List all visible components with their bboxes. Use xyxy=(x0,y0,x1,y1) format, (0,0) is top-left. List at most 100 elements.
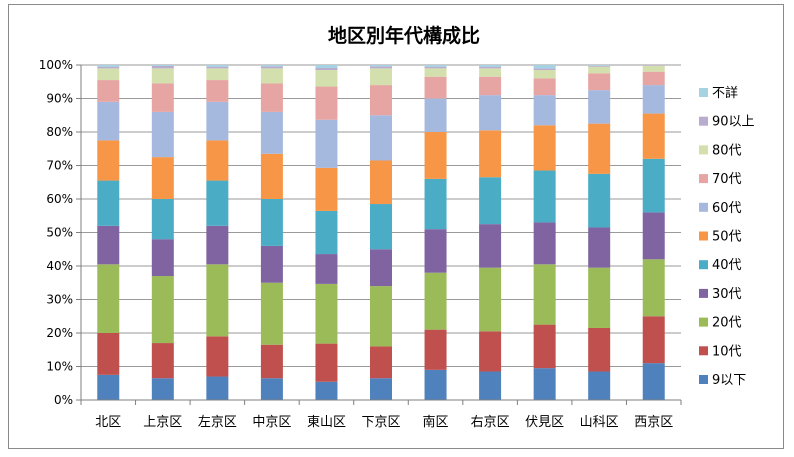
bars xyxy=(97,65,665,400)
bar-segment xyxy=(479,177,502,225)
bar-segment xyxy=(315,86,338,120)
bar-segment xyxy=(588,65,611,67)
bar-segment xyxy=(206,101,229,141)
legend-label: 50代 xyxy=(712,230,742,245)
y-tick-label: 90% xyxy=(46,92,73,106)
bar-segment xyxy=(370,85,392,116)
bar-segment xyxy=(642,259,665,317)
bar-segment xyxy=(370,204,392,250)
bar-segment xyxy=(424,329,447,370)
bar-segment xyxy=(479,224,502,268)
bar-segment xyxy=(642,71,665,86)
x-tick-label: 中京区 xyxy=(252,415,291,430)
bar-segment xyxy=(260,68,283,84)
bar-segment xyxy=(206,65,229,67)
bar-segment xyxy=(424,369,447,400)
y-tick-label: 80% xyxy=(46,125,73,139)
bar-segment xyxy=(97,225,120,265)
bar-segment xyxy=(479,331,502,372)
bar-segment xyxy=(533,95,556,126)
x-axis: 北区 上京区 左京区 中京区 東山区 下京区 南区 右京区 伏見区 山科区 西京区 xyxy=(80,399,682,430)
bar-segment xyxy=(151,276,174,344)
bar-segment xyxy=(588,267,611,328)
bar-segment xyxy=(424,272,447,330)
bar-segment xyxy=(206,376,229,400)
legend-swatch xyxy=(699,346,708,356)
bar-segment xyxy=(97,68,120,81)
bar-segment xyxy=(588,65,611,66)
bar-segment xyxy=(588,66,611,74)
x-tick-label: 東山区 xyxy=(307,414,346,430)
bar-segment xyxy=(370,66,392,69)
y-axis: 0% 10% 20% 30% 40% 50% 60% 70% 80% 90% 100% xyxy=(39,58,82,407)
x-tick-label: 伏見区 xyxy=(525,415,564,430)
legend-label: 90以上 xyxy=(712,115,755,130)
bar-segment xyxy=(97,101,120,141)
bar-segment xyxy=(315,381,338,400)
legend-swatch xyxy=(699,174,708,184)
bar-segment xyxy=(533,170,556,223)
bar-segment xyxy=(97,66,120,69)
bar-segment xyxy=(370,378,392,400)
bar-segment xyxy=(151,199,174,240)
bar-segment xyxy=(424,229,447,273)
bar-segment xyxy=(260,65,283,67)
bar-segment xyxy=(151,239,174,277)
bar-segment xyxy=(97,180,120,226)
x-tick-label: 北区 xyxy=(95,415,121,430)
bar-segment xyxy=(588,327,611,372)
bar-segment xyxy=(97,80,120,102)
bar-segment xyxy=(260,199,283,246)
bar-segment xyxy=(370,346,392,379)
bar-segment xyxy=(479,68,502,77)
legend-label: 40代 xyxy=(712,258,742,273)
bar-segment xyxy=(206,264,229,337)
bar-segment xyxy=(370,249,392,287)
legend-label: 不詳 xyxy=(712,85,738,101)
legend-swatch xyxy=(699,317,708,327)
bar-segment xyxy=(315,119,338,168)
y-tick-label: 0% xyxy=(54,393,73,407)
bar-segment xyxy=(315,343,338,382)
bar-segment xyxy=(533,70,556,79)
bar-segment xyxy=(533,65,556,69)
bar-segment xyxy=(260,245,283,283)
bar-segment xyxy=(533,264,556,325)
bar-segment xyxy=(151,111,174,158)
x-tick-label: 下京区 xyxy=(361,415,400,430)
legend-swatch xyxy=(699,202,708,212)
y-tick-label: 100% xyxy=(39,58,73,72)
bar-segment xyxy=(315,69,338,87)
bar-segment xyxy=(260,153,283,199)
bar-segment xyxy=(533,324,556,369)
bar-segment xyxy=(642,316,665,364)
bar-segment xyxy=(206,180,229,226)
y-tick-label: 20% xyxy=(46,326,73,340)
legend-label: 30代 xyxy=(712,287,742,302)
legend-label: 20代 xyxy=(712,316,742,331)
bar-segment xyxy=(642,85,665,114)
x-tick-label: 山科区 xyxy=(580,415,619,430)
bar-segment xyxy=(151,157,174,199)
bar-segment xyxy=(370,65,392,67)
bar-segment xyxy=(479,95,502,131)
bar-segment xyxy=(260,111,283,154)
bar-segment xyxy=(260,282,283,345)
bar-segment xyxy=(151,378,174,400)
bar-segment xyxy=(642,212,665,260)
bar-segment xyxy=(206,66,229,69)
legend-label: 70代 xyxy=(712,172,742,187)
legend-label: 80代 xyxy=(712,143,742,158)
legend-label: 9以下 xyxy=(712,373,746,388)
bar-segment xyxy=(588,73,611,91)
legend-swatch xyxy=(699,88,708,97)
legend-label: 10代 xyxy=(712,344,742,359)
chart-frame[interactable]: 地区別年代構成比 0% 10% 20% 30% 40% 50% 60% 70% 80% 90% 10… xyxy=(8,4,784,449)
bar-segment xyxy=(479,371,502,400)
legend-swatch xyxy=(699,260,708,270)
bar-segment xyxy=(479,76,502,96)
bar-segment xyxy=(315,210,338,255)
bar-segment xyxy=(533,222,556,265)
x-tick-label: 左京区 xyxy=(198,415,237,430)
